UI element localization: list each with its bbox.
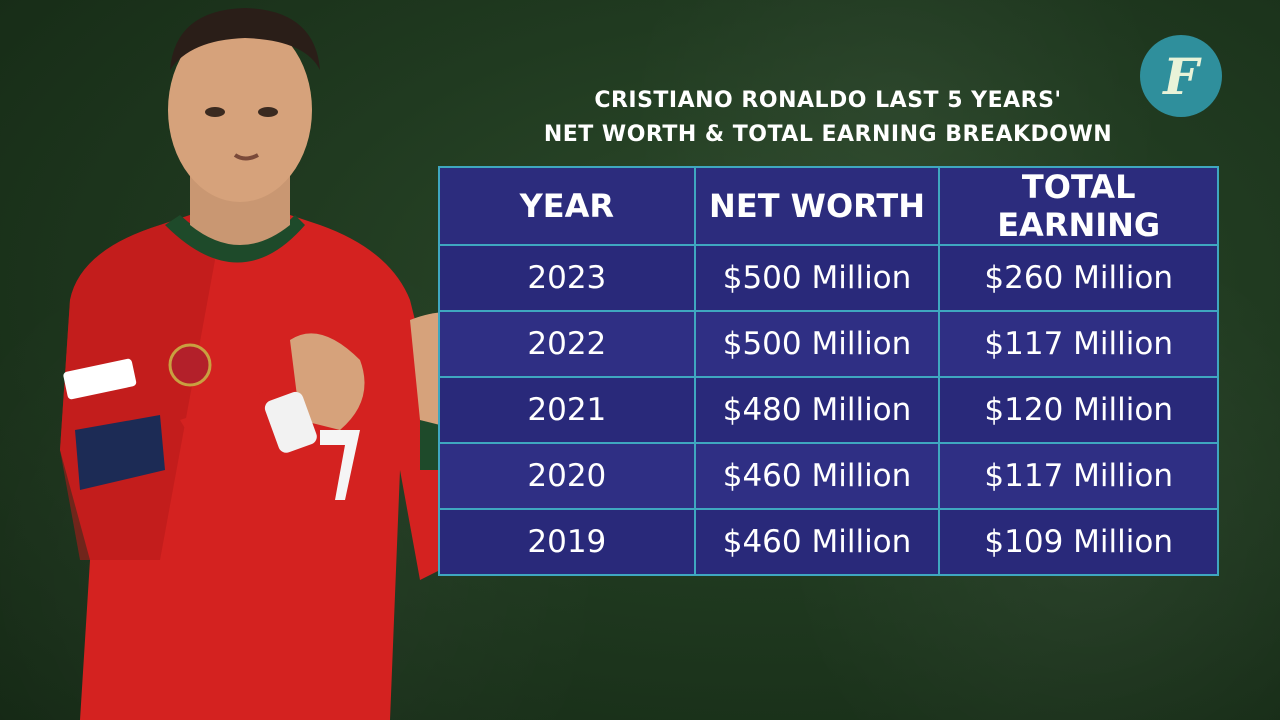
header-total-earning: TOTAL EARNING: [938, 166, 1219, 246]
net-worth-cell: $460 Million: [693, 508, 941, 576]
net-worth-cell: $460 Million: [693, 442, 941, 510]
year-cell: 2021: [438, 376, 696, 444]
total-earning-cell: $260 Million: [938, 244, 1219, 312]
year-cell: 2019: [438, 508, 696, 576]
table-row: 2021 $480 Million $120 Million: [438, 376, 1219, 444]
net-worth-cell: $480 Million: [693, 376, 941, 444]
player-photo: [60, 8, 502, 720]
brand-logo: F: [1140, 35, 1222, 117]
total-earning-cell: $120 Million: [938, 376, 1219, 444]
table-row: 2023 $500 Million $260 Million: [438, 244, 1219, 312]
net-worth-cell: $500 Million: [693, 244, 941, 312]
table-header-row: YEAR NET WORTH TOTAL EARNING: [438, 166, 1219, 246]
net-worth-cell: $500 Million: [693, 310, 941, 378]
total-earning-cell: $117 Million: [938, 310, 1219, 378]
table-row: 2022 $500 Million $117 Million: [438, 310, 1219, 378]
total-earning-cell: $109 Million: [938, 508, 1219, 576]
header-net-worth: NET WORTH: [693, 166, 941, 246]
title-line-1: CRISTIANO RONALDO LAST 5 YEARS': [594, 88, 1062, 113]
table-row: 2020 $460 Million $117 Million: [438, 442, 1219, 510]
table-row: 2019 $460 Million $109 Million: [438, 508, 1219, 576]
header-year: YEAR: [438, 166, 696, 246]
total-earning-cell: $117 Million: [938, 442, 1219, 510]
year-cell: 2022: [438, 310, 696, 378]
chart-title: CRISTIANO RONALDO LAST 5 YEARS' NET WORT…: [438, 84, 1218, 152]
year-cell: 2020: [438, 442, 696, 510]
earnings-table: YEAR NET WORTH TOTAL EARNING 2023 $500 M…: [438, 166, 1219, 576]
title-line-2: NET WORTH & TOTAL EARNING BREAKDOWN: [543, 122, 1113, 147]
year-cell: 2023: [438, 244, 696, 312]
